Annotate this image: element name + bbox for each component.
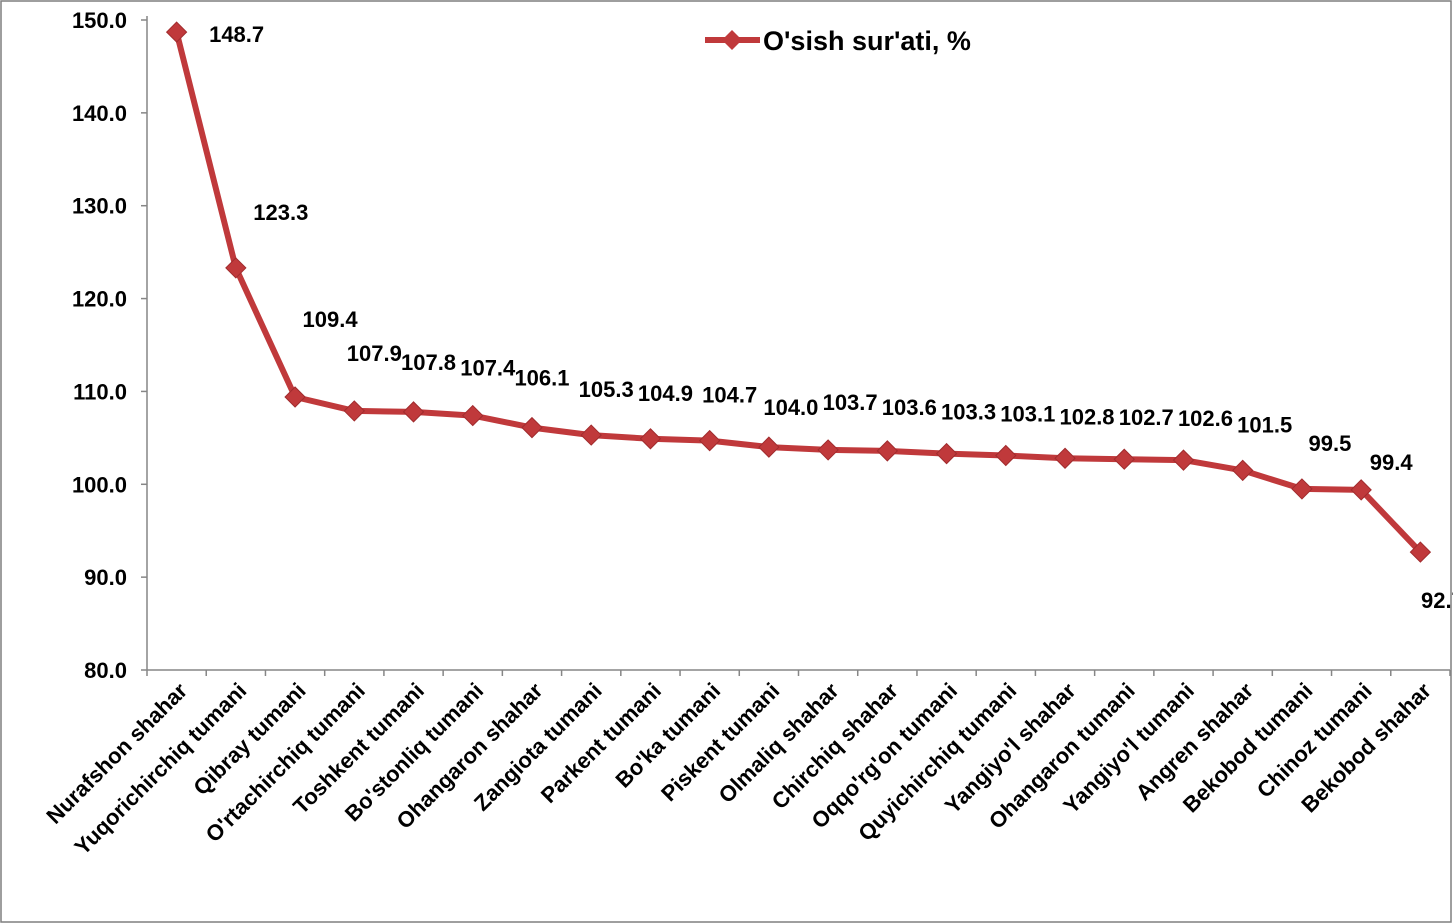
data-point-marker (225, 257, 247, 279)
data-label: 102.7 (1119, 405, 1174, 430)
y-tick-label: 130.0 (72, 194, 127, 219)
legend: O'sish sur'ati, % (705, 26, 971, 56)
data-label: 103.7 (823, 390, 878, 415)
data-point-marker (165, 21, 188, 43)
data-label: 101.5 (1237, 412, 1292, 437)
data-point-marker (1231, 459, 1254, 482)
data-label: 105.3 (579, 377, 634, 402)
legend-series-name: O'sish sur'ati, % (763, 26, 971, 56)
data-label: 107.9 (347, 341, 402, 366)
data-label: 103.6 (882, 395, 937, 420)
y-tick-label: 90.0 (84, 565, 127, 590)
data-point-marker (1350, 479, 1372, 501)
data-point-marker (1113, 448, 1135, 470)
data-label: 103.3 (941, 400, 996, 425)
data-label: 92.7 (1421, 588, 1453, 613)
data-label: 102.6 (1178, 406, 1233, 431)
data-point-marker (639, 428, 662, 450)
data-label: 99.4 (1370, 450, 1414, 475)
data-point-marker (995, 444, 1017, 467)
data-point-marker (402, 401, 425, 423)
data-point-marker (758, 436, 780, 458)
data-point-marker (284, 386, 306, 408)
data-point-marker (1291, 478, 1313, 500)
data-point-marker (1409, 541, 1432, 563)
data-label: 123.3 (253, 200, 308, 225)
data-point-marker (462, 404, 484, 427)
data-label: 104.0 (763, 395, 818, 420)
data-point-marker (1172, 449, 1195, 471)
y-tick-label: 110.0 (73, 379, 127, 404)
data-point-marker (521, 416, 543, 439)
data-point-marker (698, 429, 721, 452)
y-tick-label: 100.0 (72, 472, 127, 497)
data-point-marker (876, 440, 899, 462)
data-label: 104.9 (638, 381, 693, 406)
y-tick-label: 150.0 (72, 8, 127, 33)
y-tick-label: 80.0 (84, 658, 127, 683)
data-label: 99.5 (1309, 431, 1352, 456)
series-layer (165, 21, 1432, 563)
data-label: 102.8 (1059, 404, 1114, 429)
data-labels: 148.7 123.3 109.4 107.9 107.8 107.4 106.1 105.3… (209, 22, 1453, 613)
data-label: 107.4 (460, 356, 516, 381)
data-label: 148.7 (209, 22, 264, 47)
data-point-marker (817, 439, 839, 461)
y-axis: 80.0 90.0 100.0 110.0 120.0 130.0 140.0 150.0 (72, 8, 148, 683)
data-label: 107.8 (401, 350, 456, 375)
y-tick-label: 120.0 (72, 287, 127, 312)
data-label: 104.7 (702, 383, 757, 408)
data-point-marker (935, 442, 958, 465)
y-tick-label: 140.0 (72, 101, 127, 126)
data-point-marker (1054, 447, 1076, 469)
legend-marker-icon (722, 30, 742, 50)
data-point-marker (580, 424, 602, 446)
data-label: 103.1 (1000, 402, 1055, 427)
data-point-marker (343, 400, 366, 422)
series-line (173, 29, 1424, 556)
data-label: 106.1 (514, 366, 569, 391)
data-label: 109.4 (303, 307, 359, 332)
